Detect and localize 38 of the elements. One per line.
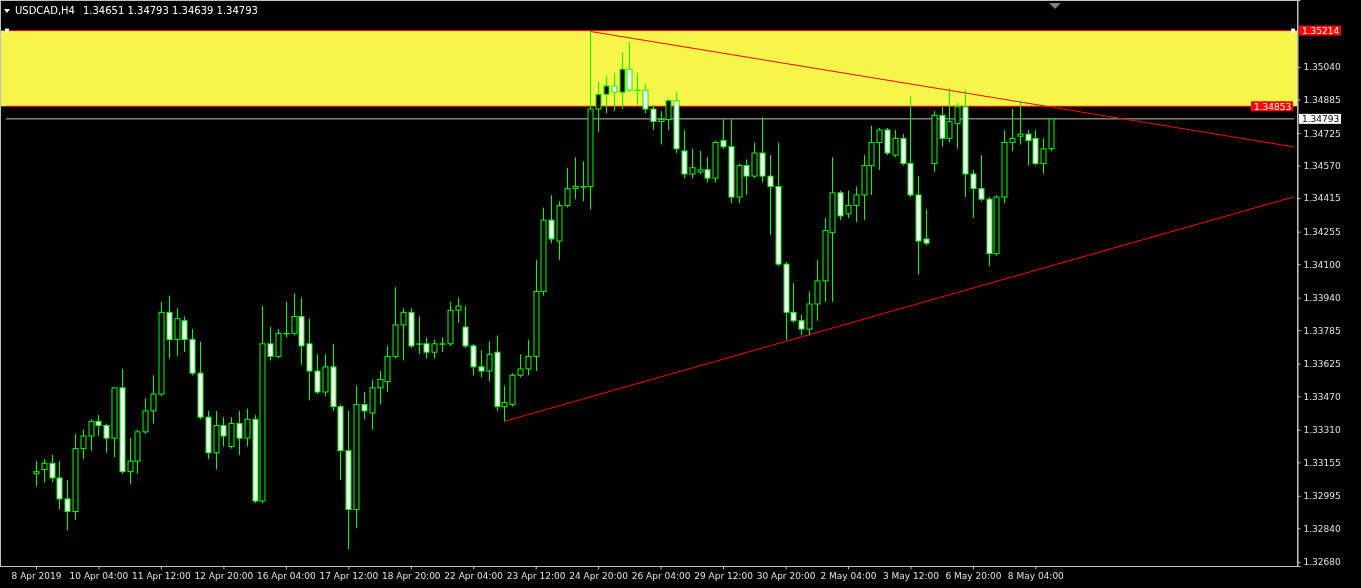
y-tick-label: 1.33470 xyxy=(1303,391,1341,402)
ref-line-label: 1.34853 xyxy=(1254,101,1292,112)
x-tick-label: 22 Apr 04:00 xyxy=(444,570,504,581)
x-tick-label: 2 May 04:00 xyxy=(820,570,877,581)
y-tick-label: 1.32995 xyxy=(1303,491,1341,502)
x-tick-label: 10 Apr 04:00 xyxy=(69,570,129,581)
x-tick-label: 30 Apr 20:00 xyxy=(756,570,816,581)
y-tick-label: 1.34100 xyxy=(1303,259,1341,270)
y-tick-label: 1.33625 xyxy=(1303,359,1341,370)
y-tick-label: 1.33155 xyxy=(1303,457,1341,468)
x-tick-label: 24 Apr 20:00 xyxy=(569,570,629,581)
y-tick-label: 1.35040 xyxy=(1303,62,1341,73)
x-tick-label: 12 Apr 20:00 xyxy=(194,570,254,581)
y-tick-label: 1.33940 xyxy=(1303,293,1341,304)
y-tick-label: 1.32680 xyxy=(1303,557,1341,568)
x-tick-label: 17 Apr 12:00 xyxy=(319,570,379,581)
x-tick-label: 16 Apr 04:00 xyxy=(256,570,316,581)
x-tick-label: 6 May 20:00 xyxy=(945,570,1002,581)
y-tick-label: 1.34570 xyxy=(1303,160,1341,171)
y-tick-label: 1.32840 xyxy=(1303,523,1341,534)
y-tick-label: 1.34415 xyxy=(1303,193,1341,204)
x-tick-label: 3 May 12:00 xyxy=(882,570,940,581)
x-tick-label: 26 Apr 04:00 xyxy=(631,570,691,581)
text: USDCAD,H4 xyxy=(15,5,75,16)
y-tick-label: 1.33785 xyxy=(1303,325,1341,336)
y-tick-label: 1.34725 xyxy=(1303,128,1341,139)
ref-line-label: 1.35214 xyxy=(1302,26,1340,37)
x-tick-label: 18 Apr 20:00 xyxy=(381,570,441,581)
x-tick-label: 8 Apr 2019 xyxy=(11,570,62,581)
ref-line-label: 1.34793 xyxy=(1302,114,1340,125)
text: 1.34651 1.34793 1.34639 1.34793 xyxy=(82,5,258,16)
x-tick-label: 11 Apr 12:00 xyxy=(132,570,192,581)
x-tick-label: 23 Apr 12:00 xyxy=(506,570,566,581)
y-tick-label: 1.33310 xyxy=(1303,425,1341,436)
x-tick-label: 29 Apr 12:00 xyxy=(694,570,754,581)
y-tick-label: 1.34255 xyxy=(1303,227,1341,238)
y-tick-label: 1.34885 xyxy=(1303,94,1341,105)
x-tick-label: 8 May 04:00 xyxy=(1007,570,1065,581)
